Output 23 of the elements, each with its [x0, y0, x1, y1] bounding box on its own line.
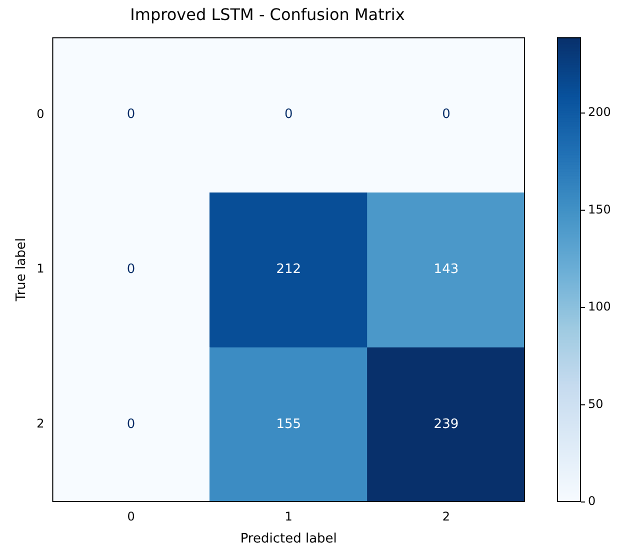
- data-label: 212: [276, 262, 302, 277]
- chart-title: Improved LSTM - Confusion Matrix: [130, 4, 405, 24]
- color-bar-label: 100: [588, 300, 611, 314]
- x-tick-label: 1: [284, 509, 292, 524]
- x-axis-title: Predicted label: [240, 532, 337, 547]
- data-label: 0: [126, 416, 136, 432]
- y-tick-label: 2: [36, 416, 44, 431]
- data-label: 239: [434, 416, 459, 432]
- y-tick-label: 1: [36, 262, 44, 276]
- data-label: 155: [276, 416, 302, 432]
- data-label: 0: [284, 107, 293, 122]
- data-label: 143: [434, 262, 459, 277]
- color-bar-label: 50: [588, 396, 604, 411]
- data-label: 0: [442, 107, 450, 122]
- color-bar-label: 200: [588, 105, 611, 120]
- x-tick-label: 0: [127, 509, 135, 524]
- data-label: 0: [126, 107, 136, 122]
- y-axis-title: True label: [14, 238, 30, 302]
- color-bar-label: 150: [588, 202, 611, 216]
- color-bar-label: 0: [588, 494, 596, 508]
- data-label: 0: [126, 262, 136, 277]
- y-tick-label: 0: [36, 106, 44, 121]
- x-tick-label: 2: [442, 509, 450, 524]
